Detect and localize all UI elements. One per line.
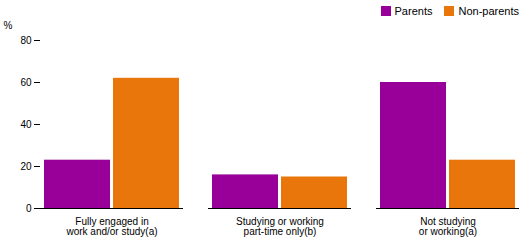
svg-text:Fully engaged inwork and/or st: Fully engaged inwork and/or study(a) (65, 216, 157, 237)
svg-text:40: 40 (20, 119, 32, 130)
svg-text:80: 80 (20, 35, 32, 46)
html-text:Non-parents: Non-parents (458, 4, 519, 17)
svg-text:Studying or workingpart-time o: Studying or workingpart-time only(b) (236, 216, 324, 237)
svg-text:20: 20 (20, 161, 32, 172)
svg-text:60: 60 (20, 77, 32, 88)
html-text:Parents: Parents (394, 4, 433, 17)
svg-text:Not studyingor working(a): Not studyingor working(a) (419, 216, 477, 237)
svg-text:%: % (4, 20, 13, 31)
svg-text:0: 0 (26, 203, 32, 214)
